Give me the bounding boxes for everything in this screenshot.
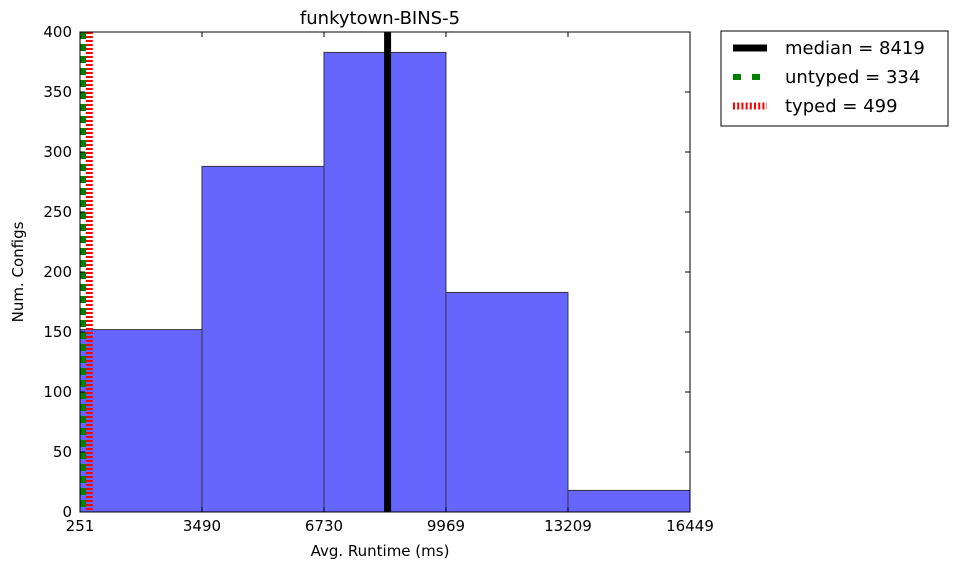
histogram-bar-4 xyxy=(445,291,569,513)
histogram-bar-5 xyxy=(567,489,691,513)
y-tick-label: 200 xyxy=(43,263,72,281)
y-axis-label: Num. Configs xyxy=(9,221,27,322)
histogram-bar-2 xyxy=(201,165,325,513)
chart-title: funkytown-BINS-5 xyxy=(300,8,460,29)
legend-label: median = 8419 xyxy=(785,38,925,59)
axis-ticks: 0 50 100 150 200 250 300 350 400 251 3490 6730 9969 1… xyxy=(43,23,714,535)
legend: median = 8419 untyped = 334 typed = 499 xyxy=(720,30,949,127)
x-tick-label: 6730 xyxy=(305,517,343,535)
y-tick-label: 250 xyxy=(43,203,72,221)
y-tick-label: 50 xyxy=(53,443,72,461)
y-tick-label: 400 xyxy=(43,23,72,41)
legend-label: untyped = 334 xyxy=(785,67,920,88)
x-tick-label: 3490 xyxy=(183,517,221,535)
x-tick-label: 251 xyxy=(66,517,95,535)
legend-label: typed = 499 xyxy=(785,96,898,117)
legend-items: median = 8419 untyped = 334 typed = 499 xyxy=(733,38,925,117)
x-axis-label: Avg. Runtime (ms) xyxy=(311,542,450,560)
x-tick-label: 13209 xyxy=(544,517,592,535)
y-tick-label: 300 xyxy=(43,143,72,161)
y-tick-label: 100 xyxy=(43,383,72,401)
histogram-bar-1 xyxy=(79,329,203,513)
y-tick-label: 150 xyxy=(43,323,72,341)
y-tick-label: 0 xyxy=(62,503,72,521)
x-tick-label: 16449 xyxy=(666,517,714,535)
x-tick-label: 9969 xyxy=(427,517,465,535)
y-tick-label: 350 xyxy=(43,83,72,101)
